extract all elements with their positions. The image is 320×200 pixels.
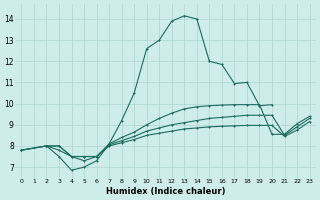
X-axis label: Humidex (Indice chaleur): Humidex (Indice chaleur): [106, 187, 225, 196]
